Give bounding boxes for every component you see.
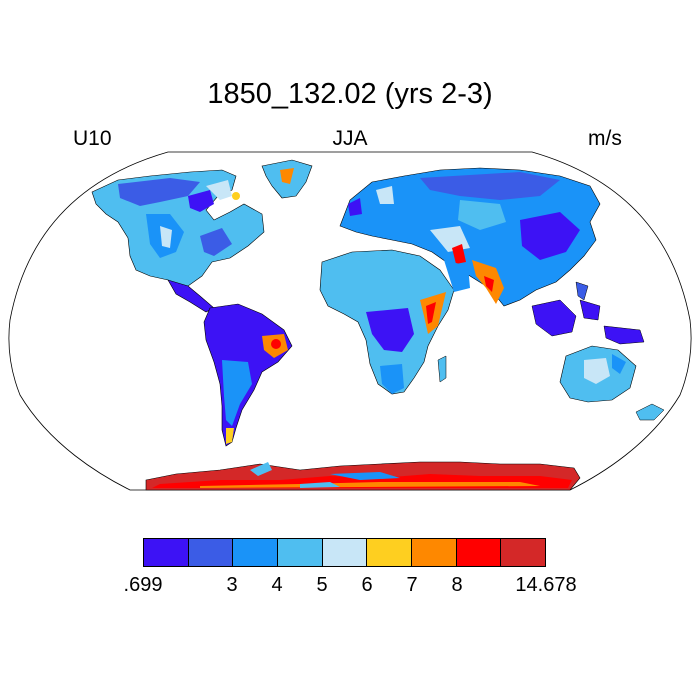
antarctica bbox=[145, 461, 581, 491]
colorbar-bin bbox=[278, 539, 323, 566]
colorbar-tick-label: 4 bbox=[271, 574, 283, 596]
colorbar-tick-label: 7 bbox=[406, 574, 418, 596]
colorbar-tick-label: 6 bbox=[361, 574, 373, 596]
eurasia bbox=[339, 167, 601, 307]
colorbar-bin bbox=[501, 539, 546, 566]
variable-label: U10 bbox=[73, 127, 112, 150]
maritime-asia bbox=[531, 281, 645, 345]
australia bbox=[559, 345, 665, 421]
north-america bbox=[91, 159, 313, 313]
map-title: 1850_132.02 (yrs 2-3) bbox=[207, 78, 493, 110]
colorbar-bin bbox=[233, 539, 279, 566]
colorbar-bin bbox=[144, 539, 189, 566]
africa bbox=[319, 249, 470, 395]
colorbar-bin bbox=[322, 539, 368, 566]
colorbar-bin bbox=[188, 539, 234, 566]
colorbar-tick-label: 8 bbox=[451, 574, 463, 596]
colorbar-tick-label: .699 bbox=[123, 574, 163, 596]
colorbar-bin bbox=[412, 539, 457, 566]
colorbar-bin bbox=[367, 539, 413, 566]
colorbar-tick-label: 5 bbox=[316, 574, 328, 596]
colorbar-tick-label: 3 bbox=[226, 574, 238, 596]
colorbar bbox=[143, 538, 546, 567]
units-label: m/s bbox=[588, 127, 622, 150]
season-label: JJA bbox=[332, 127, 368, 150]
south-america bbox=[203, 303, 293, 447]
colorbar-tick-label: 14.678 bbox=[515, 574, 577, 596]
colorbar-bin bbox=[456, 539, 502, 566]
